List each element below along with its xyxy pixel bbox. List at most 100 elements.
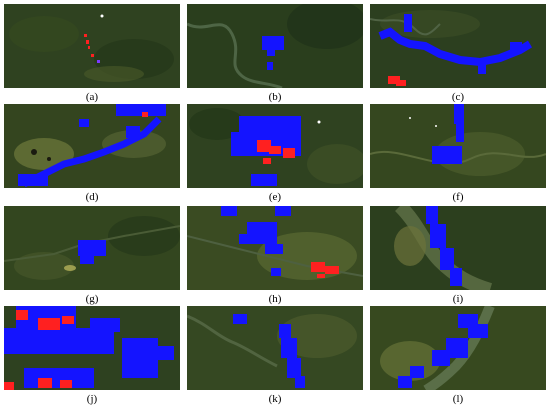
- blue-mask-patch: [271, 268, 281, 276]
- red-mask-patch: [60, 380, 72, 388]
- red-mask-patch: [396, 80, 406, 86]
- blue-mask-patch: [478, 64, 486, 74]
- blue-mask-patch: [24, 368, 94, 388]
- caption-j: (j): [86, 393, 98, 405]
- panel-a: (a): [4, 4, 180, 104]
- satellite-image-d: [4, 104, 180, 188]
- image-f-svg: [370, 104, 546, 188]
- blue-mask-patch: [126, 126, 140, 138]
- blue-mask-patch: [231, 132, 243, 156]
- panel-i: (i): [370, 206, 546, 306]
- red-mask-patch: [325, 266, 339, 274]
- blue-mask-patch: [267, 62, 273, 70]
- satellite-image-a: [4, 4, 180, 88]
- blue-mask-patch: [4, 328, 114, 354]
- blue-mask-patch: [122, 338, 158, 378]
- red-mask-patch: [86, 40, 89, 44]
- red-mask-patch: [4, 382, 14, 390]
- image-h-svg: [187, 206, 363, 290]
- blue-mask-patch: [97, 60, 100, 63]
- image-i-svg: [370, 206, 546, 290]
- image-e-svg: [187, 104, 363, 188]
- panel-f: (f): [370, 104, 546, 204]
- blue-mask-patch: [154, 346, 174, 360]
- blue-mask-patch: [80, 256, 94, 264]
- caption-b: (b): [268, 91, 282, 103]
- satellite-image-g: [4, 206, 180, 290]
- image-g-svg: [4, 206, 180, 290]
- caption-e: (e): [268, 191, 282, 203]
- red-mask-patch: [142, 112, 148, 117]
- satellite-image-k: [187, 306, 363, 390]
- blue-mask-patch: [265, 244, 283, 254]
- caption-f: (f): [452, 191, 464, 203]
- red-mask-patch: [311, 262, 325, 272]
- red-mask-patch: [269, 146, 281, 154]
- red-mask-patch: [38, 378, 52, 388]
- image-d-svg: [4, 104, 180, 188]
- caption-l: (l): [452, 393, 464, 405]
- blue-mask-patch: [432, 350, 450, 366]
- blue-mask-patch: [79, 119, 89, 127]
- blue-mask-patch: [287, 358, 301, 378]
- panel-l: (l): [370, 306, 546, 406]
- red-mask-patch: [91, 54, 94, 57]
- blue-mask-patch: [262, 36, 284, 50]
- blue-mask-patch: [78, 240, 106, 256]
- blue-mask-patch: [398, 376, 412, 388]
- red-mask-patch: [84, 34, 87, 37]
- blue-mask-patch: [456, 124, 464, 142]
- blue-mask-patch: [279, 324, 291, 338]
- blue-mask-patch: [221, 206, 237, 216]
- blue-mask-patch: [251, 174, 277, 186]
- blue-mask-patch: [233, 314, 247, 324]
- blue-mask-patch: [247, 222, 277, 244]
- blue-mask-patch: [440, 248, 454, 270]
- caption-a: (a): [85, 91, 99, 103]
- blue-mask-patch: [410, 366, 424, 378]
- blue-mask-patch: [281, 338, 297, 358]
- red-mask-patch: [317, 274, 325, 278]
- satellite-image-i: [370, 206, 546, 290]
- blue-mask-patch: [468, 324, 488, 338]
- image-k-svg: [187, 306, 363, 390]
- blue-mask-patch: [275, 206, 291, 216]
- blue-mask-patch: [116, 104, 166, 116]
- image-j-svg: [4, 306, 180, 390]
- image-a-svg: [4, 4, 180, 88]
- satellite-image-b: [187, 4, 363, 88]
- caption-c: (c): [451, 91, 465, 103]
- blue-mask-patch: [446, 338, 468, 358]
- panel-j: (j): [4, 306, 180, 406]
- panel-d: (d): [4, 104, 180, 204]
- blue-mask-patch: [404, 14, 412, 32]
- red-mask-patch: [38, 318, 60, 330]
- red-mask-patch: [263, 158, 271, 164]
- blue-mask-patch: [22, 116, 162, 188]
- blue-mask-patch: [239, 234, 251, 244]
- satellite-image-c: [370, 4, 546, 88]
- satellite-image-h: [187, 206, 363, 290]
- panel-k: (k): [187, 306, 363, 406]
- panel-b: (b): [187, 4, 363, 104]
- red-mask-patch: [62, 316, 74, 324]
- caption-d: (d): [85, 191, 99, 203]
- red-mask-patch: [88, 46, 90, 49]
- image-c-svg: [370, 4, 546, 88]
- caption-k: (k): [268, 393, 282, 405]
- satellite-image-e: [187, 104, 363, 188]
- blue-mask-patch: [432, 146, 462, 164]
- blue-mask-patch: [295, 376, 305, 388]
- blue-mask-patch: [18, 174, 48, 186]
- caption-i: (i): [452, 293, 464, 305]
- red-mask-patch: [257, 140, 271, 152]
- panel-h: (h): [187, 206, 363, 306]
- satellite-image-j: [4, 306, 180, 390]
- satellite-image-f: [370, 104, 546, 188]
- satellite-image-l: [370, 306, 546, 390]
- blue-mask-patch: [426, 206, 438, 224]
- image-b-svg: [187, 4, 363, 88]
- red-mask-patch: [283, 148, 295, 158]
- panel-c: (c): [370, 4, 546, 104]
